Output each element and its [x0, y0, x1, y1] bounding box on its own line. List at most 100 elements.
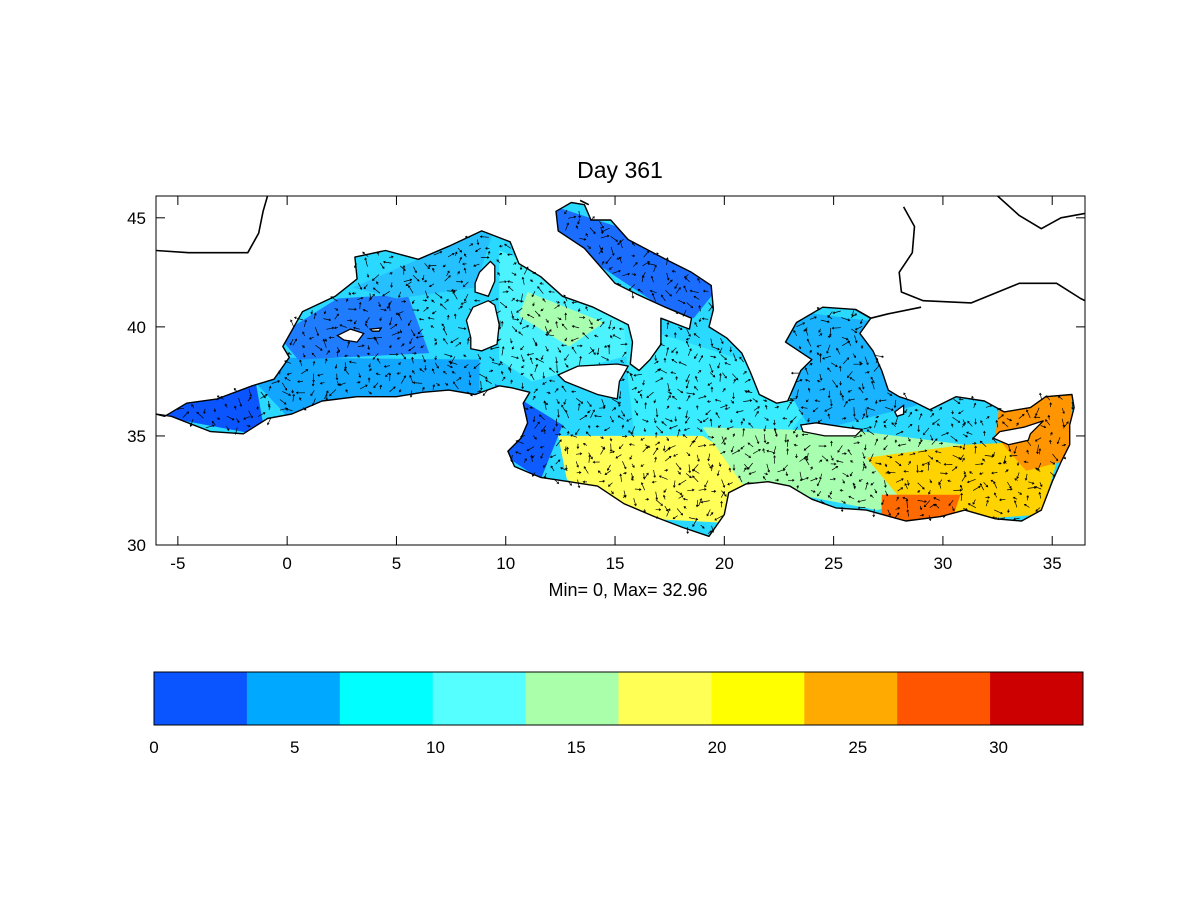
current-arrow [537, 286, 544, 294]
current-arrow [827, 367, 832, 373]
current-arrow [464, 253, 467, 258]
current-arrow [431, 310, 437, 315]
current-arrow [368, 368, 372, 372]
current-arrow [1047, 414, 1051, 420]
current-arrow [755, 435, 760, 444]
current-arrow [213, 408, 217, 413]
current-arrow [721, 437, 727, 445]
current-arrow [788, 399, 795, 402]
current-arrow [618, 401, 621, 407]
current-arrow [842, 357, 850, 365]
current-arrow [469, 243, 474, 247]
current-arrow [814, 399, 821, 403]
current-arrow [450, 337, 459, 343]
current-arrow [458, 256, 462, 264]
current-arrow [866, 406, 876, 411]
current-arrow [894, 439, 898, 444]
current-arrow [695, 405, 699, 410]
current-arrow [997, 414, 1004, 420]
current-arrow [841, 336, 849, 341]
current-arrow [631, 463, 635, 468]
x-tick-label: -5 [170, 554, 185, 573]
current-arrow [642, 446, 649, 453]
current-arrow [630, 478, 635, 481]
current-arrow [557, 317, 562, 321]
current-arrow [388, 372, 392, 382]
current-arrow [732, 353, 737, 362]
current-arrow [548, 379, 555, 383]
current-arrow [561, 425, 566, 429]
current-arrow [611, 407, 617, 411]
current-arrow [324, 338, 327, 342]
current-arrow [677, 428, 681, 437]
current-arrow [430, 325, 435, 329]
current-arrow [839, 489, 844, 492]
current-arrow [675, 376, 679, 381]
current-arrow [530, 279, 534, 282]
current-arrow [590, 409, 595, 418]
current-arrow [831, 466, 839, 471]
region-ligurian-sea [352, 226, 495, 299]
current-arrow [475, 247, 481, 252]
current-arrow [375, 372, 381, 376]
current-arrow [967, 503, 977, 509]
current-arrow [731, 373, 739, 381]
current-arrow [697, 418, 703, 424]
current-arrow [431, 299, 435, 303]
current-arrow [938, 482, 942, 489]
current-arrow [376, 281, 379, 285]
current-arrow [646, 391, 654, 399]
current-arrow [605, 256, 612, 265]
current-arrow [401, 300, 407, 303]
current-arrow [1016, 472, 1020, 480]
current-arrow [671, 347, 677, 353]
current-arrow [444, 353, 453, 358]
current-arrow [1013, 500, 1018, 508]
current-arrow [532, 324, 536, 330]
current-arrow [412, 308, 420, 312]
current-arrow [947, 479, 952, 483]
current-arrow [853, 434, 863, 439]
current-arrow [456, 377, 462, 381]
current-arrow [938, 407, 943, 411]
current-arrow [498, 244, 503, 248]
current-arrow [874, 419, 878, 428]
current-arrow [714, 398, 722, 402]
current-arrow [914, 408, 919, 412]
current-arrow [720, 500, 723, 508]
current-arrow [489, 369, 494, 373]
current-arrow [491, 361, 502, 366]
current-arrow [564, 312, 568, 321]
current-arrow [575, 398, 584, 404]
current-arrow [609, 416, 614, 423]
current-arrow [352, 326, 360, 330]
island-sicily [557, 363, 630, 400]
current-arrow [895, 507, 901, 510]
current-arrow [399, 329, 403, 334]
current-arrow [511, 346, 515, 350]
current-arrow [702, 417, 709, 423]
current-arrow [502, 290, 509, 294]
current-arrow [883, 480, 887, 488]
current-arrow [468, 380, 472, 386]
current-arrow [742, 370, 747, 375]
current-arrow [905, 498, 909, 509]
current-arrow [940, 472, 948, 475]
current-arrow [403, 278, 413, 282]
current-arrow [666, 405, 670, 410]
current-arrow [323, 310, 327, 315]
current-arrow [865, 481, 869, 490]
current-arrow [1039, 482, 1043, 488]
current-arrow [609, 437, 613, 442]
current-arrow [628, 443, 635, 446]
current-arrow [979, 483, 985, 491]
current-arrow [735, 410, 744, 414]
current-arrow [655, 491, 659, 501]
current-arrow [379, 317, 382, 322]
current-arrow [182, 411, 190, 418]
current-arrow [993, 481, 998, 489]
current-arrow [643, 428, 647, 433]
current-arrow [959, 484, 963, 490]
current-arrow [1056, 436, 1061, 445]
current-arrow [748, 471, 756, 475]
